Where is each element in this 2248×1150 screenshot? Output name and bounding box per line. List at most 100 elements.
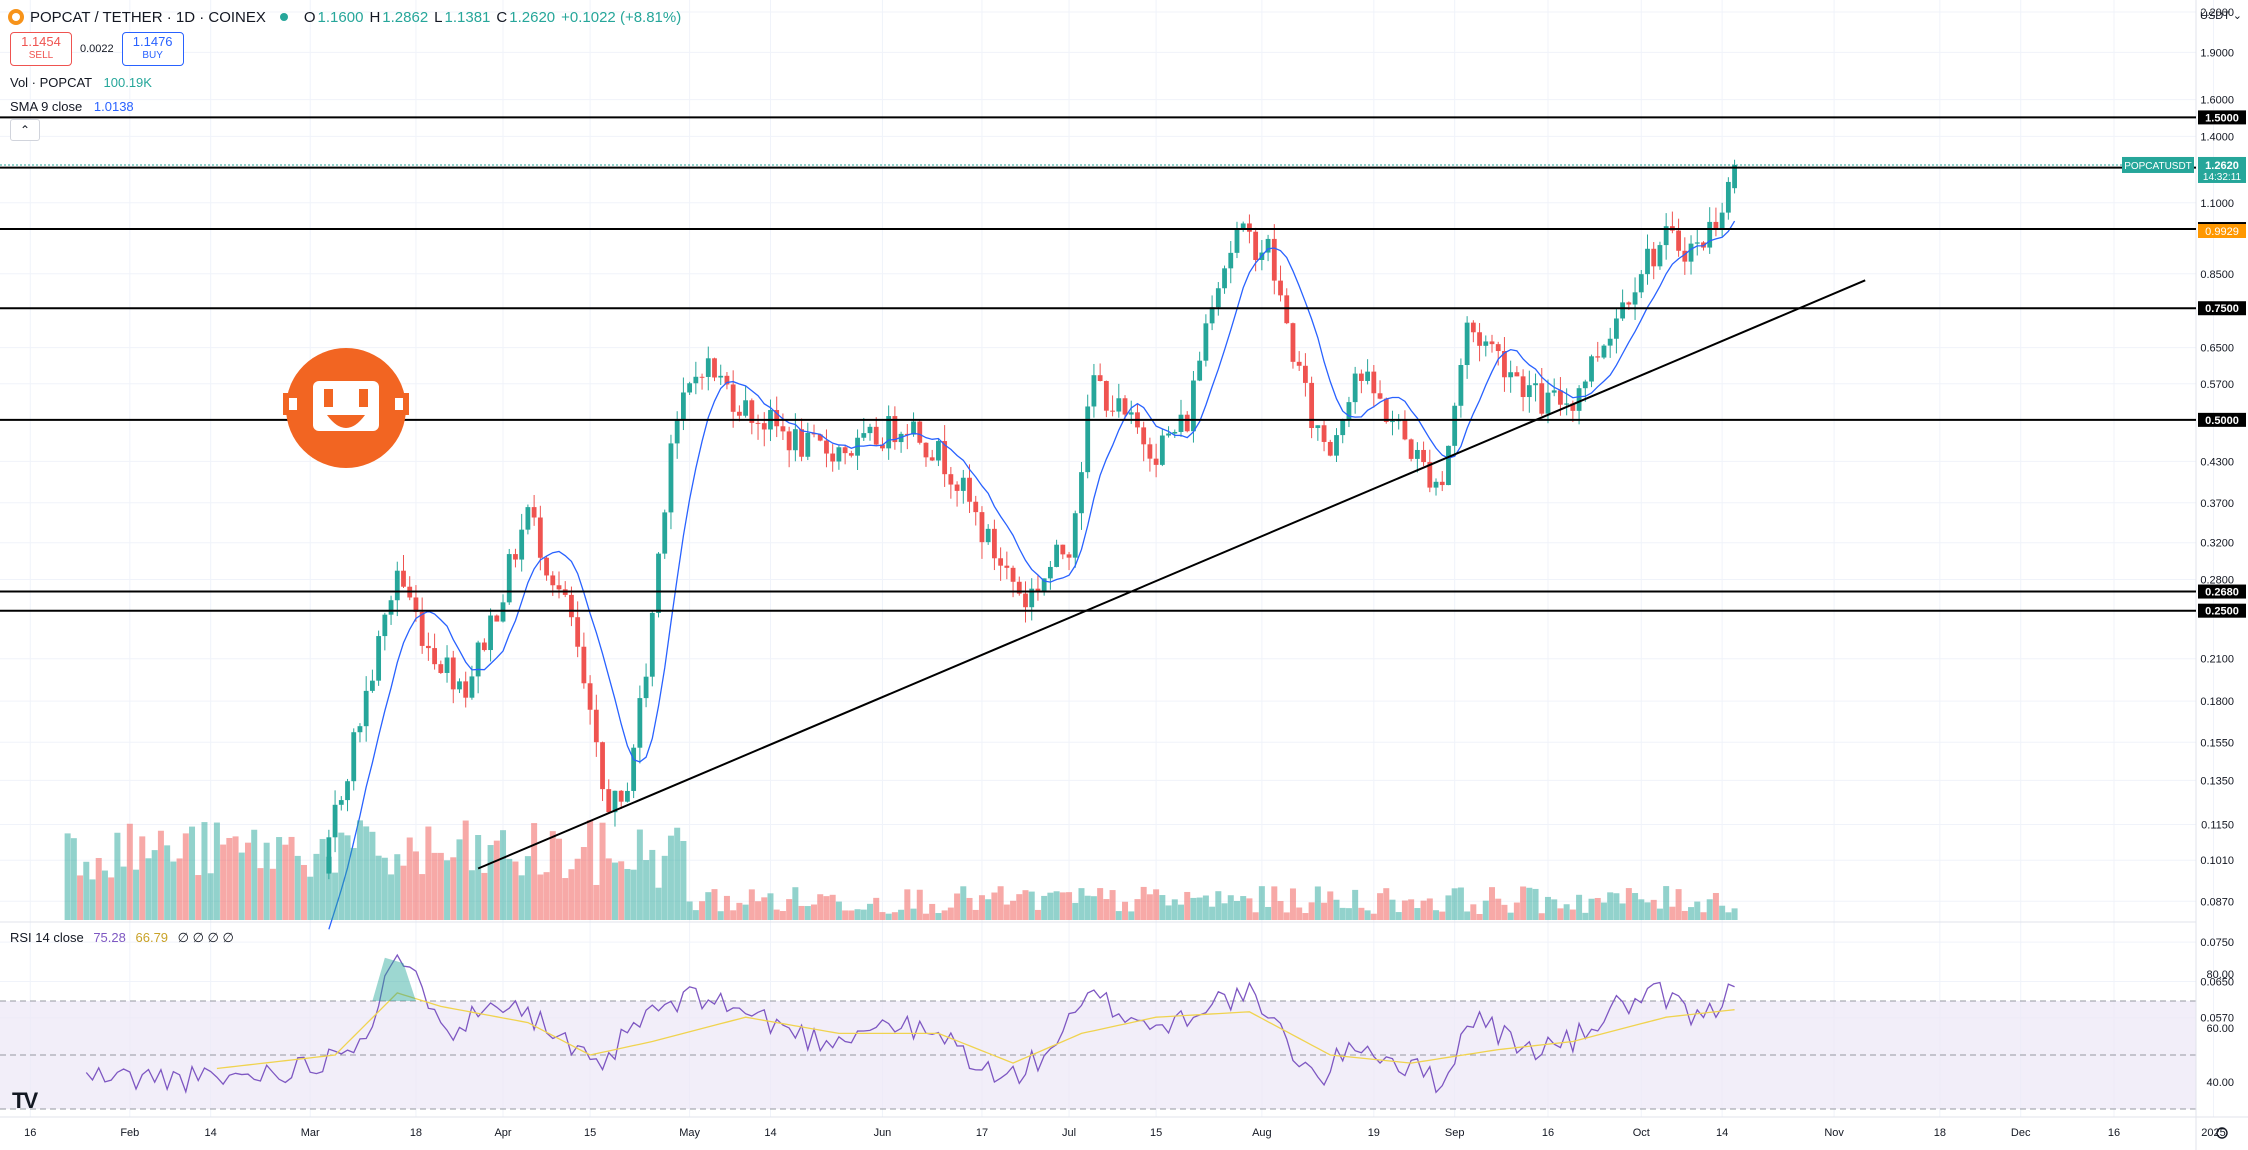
volume-layer	[64, 820, 1738, 920]
candle-body	[1315, 425, 1321, 429]
volume-bar	[556, 838, 562, 920]
time-tick-label: 14	[205, 1127, 217, 1139]
volume-bar	[860, 909, 867, 920]
rsi-line	[85, 953, 1735, 1094]
volume-bar	[1507, 912, 1514, 920]
time-tick-label: Jul	[1062, 1127, 1076, 1139]
candle-body	[917, 421, 923, 443]
volume-legend[interactable]: Vol · POPCAT 100.19K	[10, 75, 152, 90]
volume-bar	[1364, 910, 1371, 920]
level-label: 0.2500	[2205, 606, 2239, 618]
price-tick-label: 0.2100	[2200, 654, 2234, 666]
volume-bar	[437, 852, 444, 920]
volume-bar	[549, 831, 556, 920]
time-tick-label: 16	[1542, 1127, 1554, 1139]
volume-bar	[605, 858, 612, 920]
volume-bar	[736, 902, 743, 920]
buy-button[interactable]: 1.1476 BUY	[121, 32, 184, 66]
candle-body	[481, 642, 487, 651]
volume-bar	[854, 909, 861, 920]
candle-body	[1222, 268, 1227, 289]
volume-bar	[406, 837, 413, 920]
volume-bar	[954, 893, 961, 920]
volume-bar	[580, 847, 587, 920]
volume-bar	[1725, 912, 1732, 920]
rsi-overbought-fill	[372, 957, 416, 1001]
time-tick-label: Mar	[301, 1127, 320, 1139]
rsi-ma-value: 66.79	[135, 930, 169, 945]
candle-body	[967, 477, 972, 502]
candle-body	[705, 358, 711, 377]
volume-bar	[1501, 904, 1508, 920]
candle-body	[1402, 420, 1408, 440]
volume-bar	[773, 909, 780, 920]
rsi-label: RSI 14 close	[10, 930, 84, 945]
volume-bar	[1439, 911, 1446, 920]
rsi-legend[interactable]: RSI 14 close 75.28 66.79 ∅ ∅ ∅ ∅	[10, 930, 234, 946]
volume-bar	[294, 855, 301, 920]
volume-bar	[1700, 912, 1707, 920]
candle-body	[1110, 410, 1115, 412]
volume-bar	[89, 879, 96, 920]
candle-body	[1253, 231, 1259, 260]
volume-bar	[1451, 888, 1458, 920]
candle-body	[948, 474, 954, 485]
candle-body	[1558, 390, 1563, 405]
candle-body	[792, 429, 798, 451]
volume-bar	[1457, 887, 1464, 920]
candle-body	[761, 423, 767, 430]
volume-bar	[139, 836, 146, 920]
candle-body	[525, 507, 531, 530]
time-tick-label: 2025	[2201, 1127, 2225, 1139]
candle-body	[1085, 406, 1091, 473]
sell-button[interactable]: 1.1454 SELL	[10, 32, 72, 66]
symbol-title[interactable]: POPCAT / TETHER · 1D · COINEX	[30, 8, 266, 26]
sma-price-tag-bg	[2198, 223, 2246, 238]
volume-bar	[468, 870, 475, 920]
symbol-tag-bg	[2122, 156, 2194, 173]
candle-body	[506, 554, 512, 603]
candle-body	[848, 453, 854, 456]
candle-body	[1184, 414, 1190, 432]
volume-bar	[1644, 902, 1651, 920]
candle-body	[1010, 567, 1016, 582]
volume-bar	[157, 830, 164, 920]
volume-bar	[748, 889, 755, 920]
level-label: 1.5000	[2205, 112, 2239, 124]
candle-body	[1159, 435, 1165, 465]
volume-bar	[972, 909, 979, 920]
volume-bar	[431, 852, 438, 920]
candle-body	[363, 690, 369, 727]
sma-legend[interactable]: SMA 9 close 1.0138	[10, 99, 134, 114]
volume-bar	[1495, 898, 1502, 920]
countdown-tag: 14:32:11	[2203, 172, 2242, 183]
candle-body	[513, 554, 518, 560]
currency-selector[interactable]: USDT ⌄	[2200, 10, 2243, 22]
volume-bar	[947, 907, 954, 920]
gear-icon	[2216, 1127, 2228, 1139]
candle-body	[1035, 588, 1041, 592]
candle-body	[376, 636, 382, 681]
volume-bar	[978, 895, 985, 920]
volume-bar	[381, 857, 388, 920]
volume-bar	[649, 849, 656, 920]
candle-body	[450, 657, 456, 690]
volume-bar	[1426, 898, 1433, 920]
candle-body	[1663, 226, 1669, 246]
candle-body	[575, 617, 581, 647]
volume-bar	[767, 893, 774, 920]
volume-bar	[898, 909, 905, 920]
volume-bar	[587, 820, 594, 920]
candle-body	[1016, 581, 1022, 594]
volume-bar	[661, 855, 668, 920]
chevron-up-icon[interactable]: ⌃	[10, 119, 40, 141]
candle-body	[1278, 280, 1283, 296]
price-tick-label: 0.3700	[2200, 498, 2234, 510]
volume-bar	[593, 884, 600, 920]
volume-bar	[717, 911, 724, 920]
tradingview-logo[interactable]: TV	[12, 1088, 38, 1113]
candle-body	[1427, 462, 1433, 488]
volume-bar	[1663, 886, 1670, 920]
candle-body	[1166, 433, 1171, 436]
